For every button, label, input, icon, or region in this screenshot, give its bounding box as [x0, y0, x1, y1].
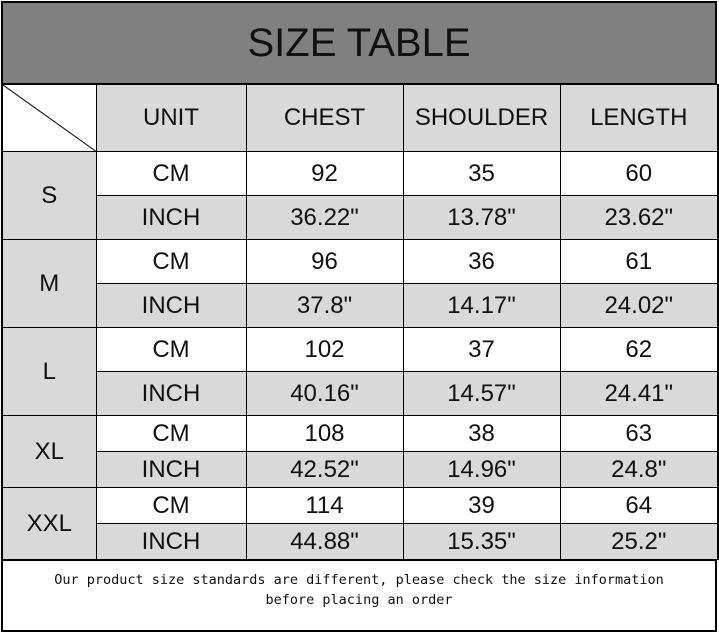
cell-length: 24.41"	[559, 371, 719, 416]
cell-shoulder: 14.96"	[402, 451, 561, 488]
table-row: INCH 40.16" 14.57" 24.41"	[2, 371, 719, 416]
footer-note: Our product size standards are different…	[1, 560, 717, 632]
cell-unit: INCH	[95, 195, 247, 240]
cell-shoulder: 39	[402, 487, 561, 524]
cell-length: 64	[559, 487, 719, 524]
cell-chest: 44.88"	[245, 523, 404, 560]
cell-unit: CM	[95, 239, 247, 284]
cell-chest: 114	[245, 487, 404, 524]
cell-shoulder: 36	[402, 239, 561, 284]
cell-unit: CM	[95, 415, 247, 452]
cell-chest: 37.8"	[245, 283, 404, 328]
footer-line-1: Our product size standards are different…	[54, 572, 664, 588]
cell-shoulder: 37	[402, 327, 561, 372]
cell-shoulder: 15.35"	[402, 523, 561, 560]
cell-shoulder: 35	[402, 151, 561, 196]
table-row: INCH 37.8" 14.17" 24.02"	[2, 283, 719, 328]
cell-unit: CM	[95, 327, 247, 372]
header-row: UNIT CHEST SHOULDER LENGTH	[1, 84, 719, 152]
cell-shoulder: 38	[402, 415, 561, 452]
cell-length: 63	[559, 415, 719, 452]
cell-shoulder: 13.78"	[402, 195, 561, 240]
cell-unit: INCH	[95, 451, 247, 488]
cell-chest: 92	[245, 151, 404, 196]
table-row: INCH 42.52" 14.96" 24.8"	[2, 451, 719, 488]
size-label: XXL	[1, 487, 97, 560]
header-length: LENGTH	[559, 84, 719, 152]
cell-chest: 42.52"	[245, 451, 404, 488]
corner-cell	[1, 84, 97, 152]
footer-line-2: before placing an order	[265, 592, 453, 608]
cell-chest: 40.16"	[245, 371, 404, 416]
header-shoulder: SHOULDER	[402, 84, 561, 152]
size-label: M	[1, 239, 97, 328]
table-row: S CM 92 35 60	[1, 151, 719, 240]
size-label: XL	[1, 415, 97, 488]
cell-unit: CM	[95, 151, 247, 196]
size-label: L	[1, 327, 97, 416]
cell-length: 23.62"	[559, 195, 719, 240]
cell-chest: 108	[245, 415, 404, 452]
diagonal-line	[3, 85, 96, 151]
cell-unit: INCH	[95, 283, 247, 328]
table-row: L CM 102 37 62	[1, 327, 719, 416]
cell-chest: 36.22"	[245, 195, 404, 240]
cell-unit: CM	[95, 487, 247, 524]
cell-chest: 102	[245, 327, 404, 372]
table-row: INCH 36.22" 13.78" 23.62"	[2, 195, 719, 240]
cell-length: 60	[559, 151, 719, 196]
size-label: S	[1, 151, 97, 240]
cell-unit: INCH	[95, 371, 247, 416]
cell-chest: 96	[245, 239, 404, 284]
table-title: SIZE TABLE	[1, 1, 717, 84]
table-row: M CM 96 36 61	[1, 239, 719, 328]
table-row: XL CM 108 38 63	[1, 415, 719, 488]
size-table: UNIT CHEST SHOULDER LENGTH S CM 92 35 60 INCH…	[1, 84, 719, 560]
cell-length: 62	[559, 327, 719, 372]
table-row: INCH 44.88" 15.35" 25.2"	[2, 523, 719, 560]
header-chest: CHEST	[245, 84, 404, 152]
cell-length: 24.8"	[559, 451, 719, 488]
cell-length: 24.02"	[559, 283, 719, 328]
cell-shoulder: 14.57"	[402, 371, 561, 416]
cell-length: 25.2"	[559, 523, 719, 560]
cell-shoulder: 14.17"	[402, 283, 561, 328]
table-row: XXL CM 114 39 64	[1, 487, 719, 560]
cell-length: 61	[559, 239, 719, 284]
header-unit: UNIT	[95, 84, 247, 152]
cell-unit: INCH	[95, 523, 247, 560]
